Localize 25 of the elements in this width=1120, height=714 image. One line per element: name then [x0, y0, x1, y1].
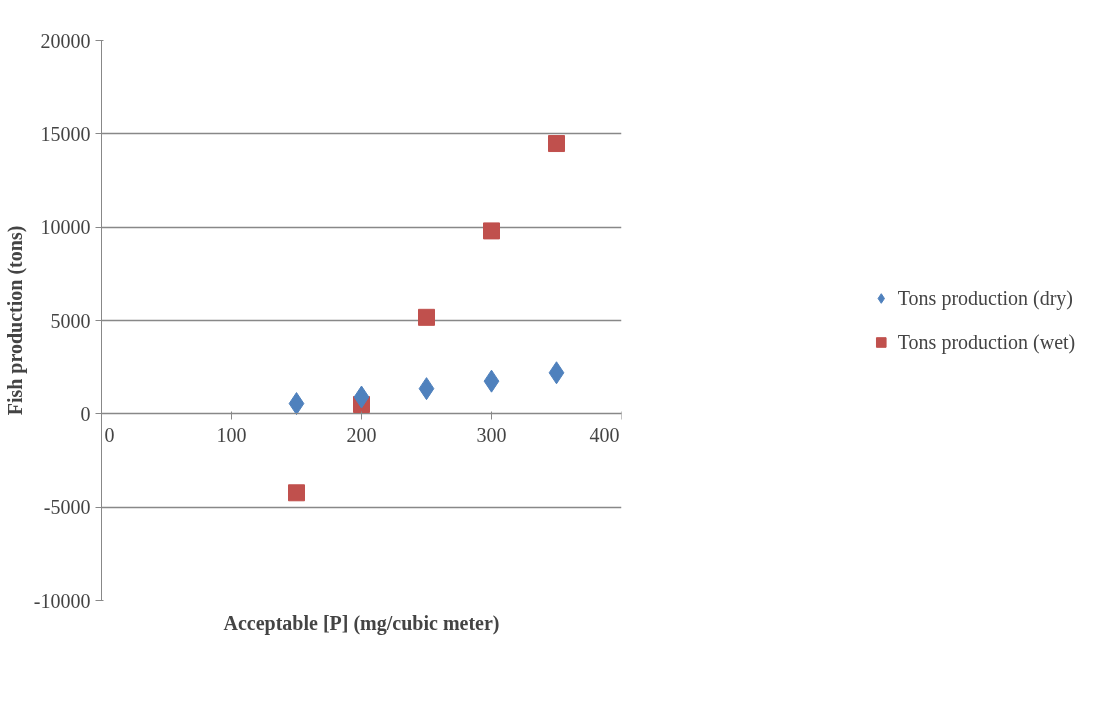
y-tick-label: -10000 — [33, 589, 91, 612]
point — [288, 392, 305, 416]
legend-label: Tons production (dry) — [897, 286, 1074, 310]
point — [418, 377, 435, 401]
x-axis-title: Acceptable [P] (mg/cubic meter) — [223, 611, 500, 635]
point — [288, 484, 305, 502]
point — [548, 135, 565, 153]
point — [418, 308, 435, 326]
x-tick-label: 0 — [104, 423, 115, 446]
y-tick-label: -5000 — [43, 496, 91, 519]
x-tick-label: 200 — [346, 423, 377, 446]
y-tick-label: 10000 — [40, 216, 91, 239]
y-tick-label: 20000 — [40, 29, 91, 52]
x-tick-label: 400 — [589, 423, 620, 446]
point — [483, 369, 500, 393]
y-tick-label: 5000 — [50, 309, 91, 332]
x-tick-label: 300 — [476, 423, 507, 446]
x-tick-label: 100 — [216, 423, 247, 446]
y-axis-title: Fish production (tons) — [3, 225, 27, 416]
point — [353, 385, 370, 409]
legend-label: Tons production (wet) — [897, 330, 1076, 354]
point — [483, 222, 500, 240]
y-tick-label: 0 — [80, 402, 91, 425]
point — [548, 361, 565, 385]
y-tick-label: 15000 — [40, 122, 91, 145]
